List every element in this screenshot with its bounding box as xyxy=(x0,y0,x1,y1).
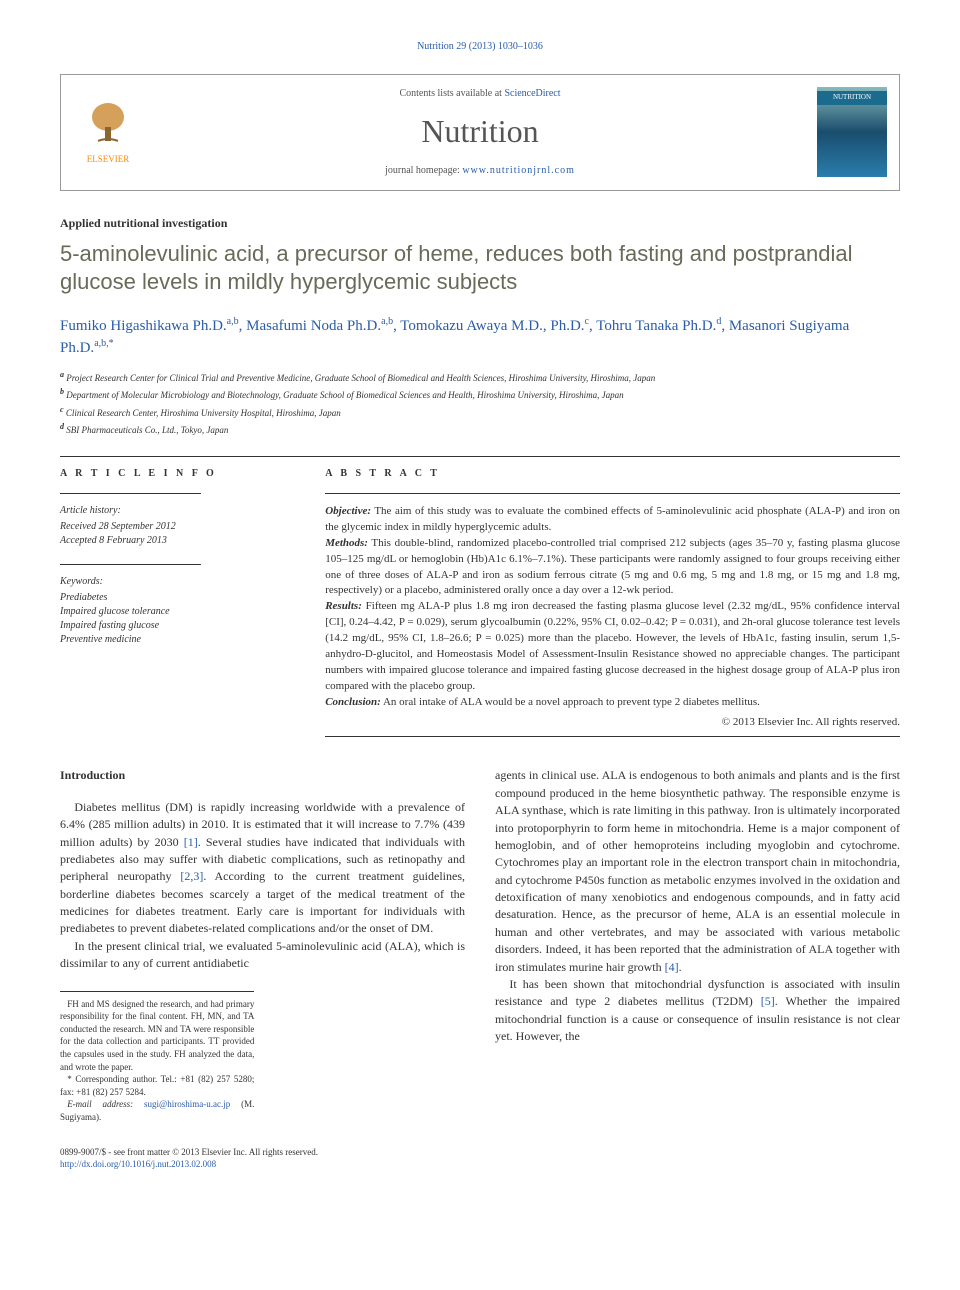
results-label: Results: xyxy=(325,600,362,612)
email-line: E-mail address: sugi@hiroshima-u.ac.jp (… xyxy=(60,1098,254,1123)
footnotes: FH and MS designed the research, and had… xyxy=(60,991,254,1124)
abstract-rule-bottom xyxy=(325,736,900,737)
article-history: Article history: Received 28 September 2… xyxy=(60,504,295,548)
abstract-body: Objective: The aim of this study was to … xyxy=(325,504,900,711)
footer-metadata: 0899-9007/$ - see front matter © 2013 El… xyxy=(60,1146,900,1171)
methods-label: Methods: xyxy=(325,537,368,549)
methods-text: This double-blind, randomized placebo-co… xyxy=(325,537,900,597)
sciencedirect-link[interactable]: ScienceDirect xyxy=(504,88,560,99)
accepted-date: Accepted 8 February 2013 xyxy=(60,534,295,548)
homepage-prefix: journal homepage: xyxy=(385,165,462,176)
article-info-heading: A R T I C L E I N F O xyxy=(60,467,295,481)
doi-link[interactable]: http://dx.doi.org/10.1016/j.nut.2013.02.… xyxy=(60,1159,216,1169)
front-matter-line: 0899-9007/$ - see front matter © 2013 El… xyxy=(60,1146,900,1159)
elsevier-logo: ELSEVIER xyxy=(73,92,143,172)
article-title: 5-aminolevulinic acid, a precursor of he… xyxy=(60,240,900,297)
author-contributions: FH and MS designed the research, and had… xyxy=(60,998,254,1074)
keywords-list: PrediabetesImpaired glucose toleranceImp… xyxy=(60,591,295,647)
abstract-rule xyxy=(325,493,900,494)
homepage-link[interactable]: www.nutritionjrnl.com xyxy=(462,165,575,176)
info-rule xyxy=(60,493,201,494)
received-date: Received 28 September 2012 xyxy=(60,520,295,534)
journal-name: Nutrition xyxy=(143,109,817,154)
abstract-column: A B S T R A C T Objective: The aim of th… xyxy=(325,457,900,738)
affiliations: a Project Research Center for Clinical T… xyxy=(60,369,900,438)
corresponding-author: * Corresponding author. Tel.: +81 (82) 2… xyxy=(60,1073,254,1098)
journal-cover-thumbnail xyxy=(817,87,887,177)
intro-para-2: In the present clinical trial, we evalua… xyxy=(60,938,465,973)
keyword: Impaired glucose tolerance xyxy=(60,605,295,619)
abstract-copyright: © 2013 Elsevier Inc. All rights reserved… xyxy=(325,715,900,730)
intro-para-1: Diabetes mellitus (DM) is rapidly increa… xyxy=(60,799,465,938)
contents-prefix: Contents lists available at xyxy=(399,88,504,99)
contents-available: Contents lists available at ScienceDirec… xyxy=(143,87,817,101)
conclusion-label: Conclusion: xyxy=(325,696,381,708)
affiliation-b: b Department of Molecular Microbiology a… xyxy=(60,386,900,403)
affiliation-c: c Clinical Research Center, Hiroshima Un… xyxy=(60,404,900,421)
body-left-column: Introduction Diabetes mellitus (DM) is r… xyxy=(60,767,465,1123)
history-label: Article history: xyxy=(60,504,295,518)
affiliation-d: d SBI Pharmaceuticals Co., Ltd., Tokyo, … xyxy=(60,421,900,438)
info-rule-2 xyxy=(60,564,201,565)
results-text: Fifteen mg ALA-P plus 1.8 mg iron decrea… xyxy=(325,600,900,692)
introduction-heading: Introduction xyxy=(60,767,465,784)
email-label: E-mail address: xyxy=(67,1099,144,1109)
affiliation-a: a Project Research Center for Clinical T… xyxy=(60,369,900,386)
author-list: Fumiko Higashikawa Ph.D.a,b, Masafumi No… xyxy=(60,315,900,359)
email-link[interactable]: sugi@hiroshima-u.ac.jp xyxy=(144,1099,230,1109)
conclusion-text: An oral intake of ALA would be a novel a… xyxy=(381,696,760,708)
keyword: Preventive medicine xyxy=(60,633,295,647)
publisher-name: ELSEVIER xyxy=(87,153,130,166)
body-right-column: agents in clinical use. ALA is endogenou… xyxy=(495,767,900,1123)
keywords-block: Keywords: PrediabetesImpaired glucose to… xyxy=(60,575,295,647)
intro-para-4: It has been shown that mitochondrial dys… xyxy=(495,976,900,1046)
keyword: Impaired fasting glucose xyxy=(60,619,295,633)
objective-label: Objective: xyxy=(325,505,371,517)
info-abstract-row: A R T I C L E I N F O Article history: R… xyxy=(60,456,900,738)
objective-text: The aim of this study was to evaluate th… xyxy=(325,505,900,533)
elsevier-tree-icon xyxy=(83,99,133,149)
article-info-column: A R T I C L E I N F O Article history: R… xyxy=(60,457,295,738)
homepage-line: journal homepage: www.nutritionjrnl.com xyxy=(143,164,817,178)
keywords-label: Keywords: xyxy=(60,575,295,589)
intro-para-3: agents in clinical use. ALA is endogenou… xyxy=(495,767,900,976)
header-center: Contents lists available at ScienceDirec… xyxy=(143,87,817,178)
body-two-column: Introduction Diabetes mellitus (DM) is r… xyxy=(60,767,900,1123)
abstract-heading: A B S T R A C T xyxy=(325,467,900,481)
journal-header: ELSEVIER Contents lists available at Sci… xyxy=(60,74,900,191)
article-type: Applied nutritional investigation xyxy=(60,215,900,232)
citation-line: Nutrition 29 (2013) 1030–1036 xyxy=(60,40,900,54)
keyword: Prediabetes xyxy=(60,591,295,605)
